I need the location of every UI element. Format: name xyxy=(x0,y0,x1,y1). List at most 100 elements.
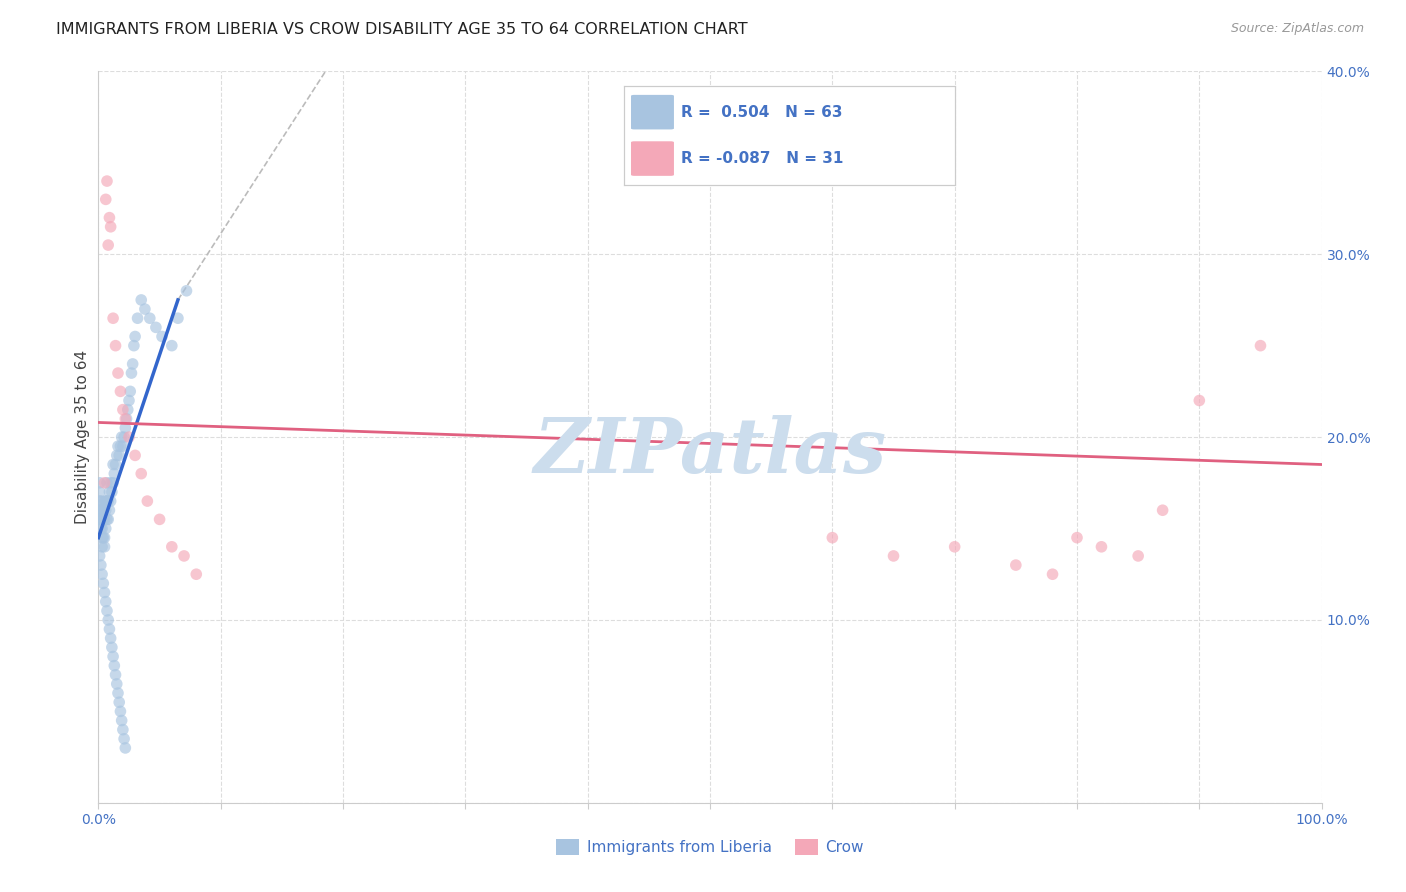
Point xyxy=(101,485,124,500)
Point xyxy=(98,503,121,517)
Point xyxy=(96,475,118,490)
Point xyxy=(103,658,125,673)
Point xyxy=(115,412,138,426)
Point xyxy=(100,494,122,508)
Point xyxy=(101,640,124,655)
Point xyxy=(105,677,128,691)
Point xyxy=(149,512,172,526)
Point xyxy=(120,384,142,399)
Point xyxy=(91,531,114,545)
Point xyxy=(111,402,134,417)
Point xyxy=(127,311,149,326)
Point xyxy=(1066,531,1088,545)
Point xyxy=(91,503,114,517)
Point xyxy=(108,695,131,709)
Point xyxy=(105,448,128,462)
Point xyxy=(94,192,117,206)
Point xyxy=(91,531,114,545)
Point xyxy=(173,549,195,563)
Point xyxy=(96,174,118,188)
Point xyxy=(98,211,121,225)
Point xyxy=(93,531,115,545)
Point xyxy=(160,540,183,554)
Point xyxy=(91,576,114,591)
Point xyxy=(97,512,120,526)
Point xyxy=(93,585,115,599)
Point xyxy=(117,402,139,417)
Point xyxy=(111,439,134,453)
Point xyxy=(112,430,135,444)
Point xyxy=(167,311,190,326)
Point xyxy=(96,512,118,526)
Point xyxy=(104,667,127,681)
Point xyxy=(101,458,124,472)
Point xyxy=(93,512,115,526)
Point xyxy=(124,329,146,343)
Point xyxy=(93,494,115,508)
Point xyxy=(97,613,120,627)
Point xyxy=(1188,393,1211,408)
Point xyxy=(101,475,124,490)
Point xyxy=(90,521,112,535)
Point xyxy=(104,338,127,352)
Point xyxy=(101,649,124,664)
Legend: Immigrants from Liberia, Crow: Immigrants from Liberia, Crow xyxy=(550,833,870,861)
Point xyxy=(96,604,118,618)
Point xyxy=(100,475,122,490)
Point xyxy=(883,549,905,563)
Point xyxy=(97,494,120,508)
Point xyxy=(89,475,111,490)
Point xyxy=(90,494,112,508)
Point xyxy=(90,503,112,517)
Point xyxy=(89,503,111,517)
Y-axis label: Disability Age 35 to 64: Disability Age 35 to 64 xyxy=(75,350,90,524)
Point xyxy=(107,439,129,453)
Point xyxy=(139,311,162,326)
Point xyxy=(91,512,114,526)
Point xyxy=(98,485,121,500)
Point xyxy=(114,740,136,755)
Point xyxy=(111,714,134,728)
Point xyxy=(122,338,145,352)
Point xyxy=(160,338,183,352)
Point xyxy=(91,503,114,517)
Point xyxy=(90,558,112,573)
Point xyxy=(1128,549,1150,563)
Point xyxy=(145,320,167,334)
Point xyxy=(93,475,115,490)
Point xyxy=(176,284,198,298)
Point xyxy=(91,521,114,535)
Point xyxy=(118,430,141,444)
Point xyxy=(94,521,117,535)
Point xyxy=(821,531,844,545)
Point xyxy=(112,731,135,746)
Point xyxy=(110,439,132,453)
Point xyxy=(1249,338,1271,352)
Point xyxy=(129,293,152,307)
Point xyxy=(94,594,117,608)
Point xyxy=(93,540,115,554)
Point xyxy=(89,512,111,526)
Point xyxy=(97,238,120,252)
Point xyxy=(107,686,129,700)
Point xyxy=(89,549,111,563)
Point xyxy=(129,467,152,481)
Text: ZIPatlas: ZIPatlas xyxy=(533,415,887,489)
Point xyxy=(91,540,114,554)
Point xyxy=(91,567,114,582)
Point xyxy=(943,540,966,554)
Point xyxy=(134,301,156,317)
Text: Source: ZipAtlas.com: Source: ZipAtlas.com xyxy=(1230,22,1364,36)
Point xyxy=(98,622,121,636)
Point xyxy=(103,467,125,481)
Point xyxy=(104,458,127,472)
Point xyxy=(110,384,132,399)
Point xyxy=(101,311,124,326)
Point xyxy=(89,494,111,508)
Point xyxy=(111,723,134,737)
Point xyxy=(100,219,122,234)
Point xyxy=(90,512,112,526)
Point xyxy=(96,494,118,508)
Point xyxy=(1090,540,1112,554)
Point xyxy=(91,512,114,526)
